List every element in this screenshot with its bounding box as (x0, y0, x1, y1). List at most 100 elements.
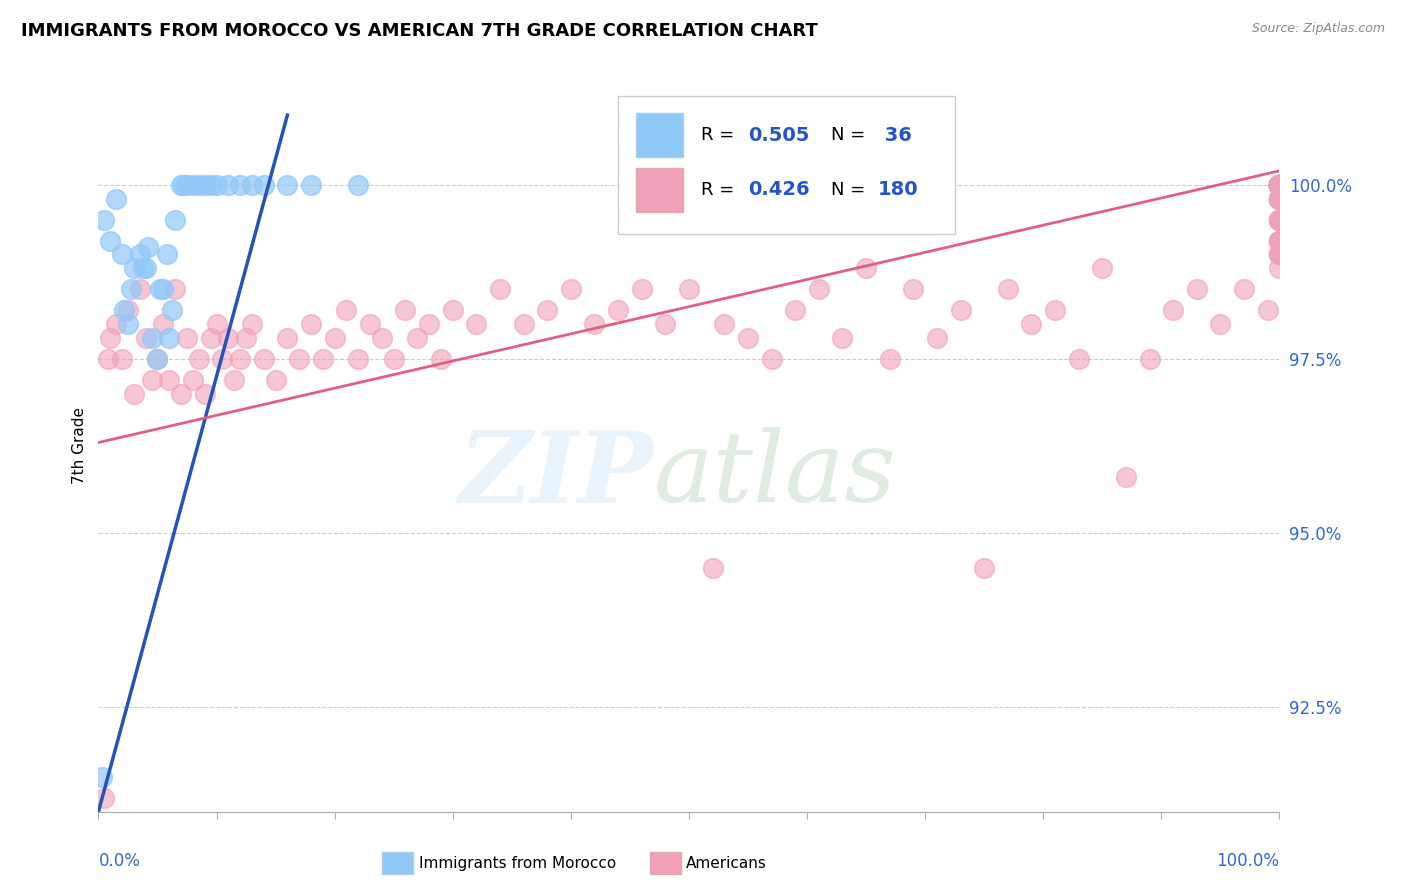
Point (855, 261, 877, 276)
Point (1268, 178, 1291, 192)
Point (1268, 178, 1291, 192)
Point (1268, 178, 1291, 192)
Text: Immigrants from Morocco: Immigrants from Morocco (419, 856, 616, 871)
Point (1268, 178, 1291, 192)
Point (1268, 178, 1291, 192)
Point (1268, 178, 1291, 192)
Text: R =: R = (700, 181, 734, 199)
Point (146, 351, 169, 366)
Point (112, 303, 135, 318)
Point (465, 317, 488, 331)
Point (1268, 178, 1291, 192)
Point (105, 192, 128, 206)
Point (1268, 178, 1291, 192)
Point (172, 178, 194, 192)
Point (240, 178, 263, 192)
Point (997, 282, 1019, 296)
Point (200, 178, 222, 192)
Point (1268, 178, 1291, 192)
Point (111, 351, 134, 366)
Point (229, 351, 252, 366)
Point (1268, 178, 1291, 192)
Point (1043, 303, 1066, 318)
Text: 0.505: 0.505 (748, 126, 810, 145)
Point (831, 331, 853, 345)
Point (1268, 178, 1291, 192)
Text: 100.0%: 100.0% (1216, 852, 1279, 870)
Point (1268, 178, 1291, 192)
Point (1268, 178, 1291, 192)
Point (1268, 247, 1291, 261)
Point (1268, 178, 1291, 192)
Point (211, 351, 233, 366)
Point (382, 351, 405, 366)
Point (1268, 234, 1291, 248)
Point (98, 234, 121, 248)
Point (217, 331, 239, 345)
Point (1268, 192, 1291, 206)
Point (512, 317, 534, 331)
Point (489, 282, 512, 296)
Point (1268, 247, 1291, 261)
Point (560, 282, 582, 296)
Point (165, 282, 187, 296)
Point (1268, 178, 1291, 192)
Point (152, 317, 174, 331)
Point (205, 317, 228, 331)
Point (1268, 178, 1291, 192)
Point (217, 178, 239, 192)
Point (141, 373, 163, 387)
Point (288, 351, 311, 366)
Point (903, 282, 925, 296)
Point (170, 386, 193, 401)
Point (1268, 178, 1291, 192)
Point (200, 331, 222, 345)
Point (1268, 178, 1291, 192)
Point (1268, 234, 1291, 248)
Point (152, 282, 174, 296)
Point (1268, 192, 1291, 206)
Point (1268, 178, 1291, 192)
Point (1268, 234, 1291, 248)
Point (181, 373, 204, 387)
Point (1268, 178, 1291, 192)
Point (1268, 178, 1291, 192)
Point (1268, 178, 1291, 192)
Point (949, 303, 972, 318)
Point (194, 178, 217, 192)
Point (879, 351, 901, 366)
Point (235, 331, 257, 345)
Point (1268, 178, 1291, 192)
Bar (636, 113, 683, 157)
Point (105, 317, 128, 331)
Point (1268, 178, 1291, 192)
Text: Source: ZipAtlas.com: Source: ZipAtlas.com (1251, 22, 1385, 36)
Point (761, 351, 783, 366)
Point (359, 317, 381, 331)
Point (1268, 178, 1291, 192)
Point (224, 373, 246, 387)
Point (264, 373, 287, 387)
Point (1268, 178, 1291, 192)
Point (122, 261, 145, 276)
Point (91, 770, 114, 784)
Point (335, 303, 357, 318)
Point (136, 240, 159, 254)
FancyBboxPatch shape (619, 96, 955, 234)
Point (1161, 303, 1184, 318)
Point (1268, 178, 1291, 192)
Point (93, 212, 115, 227)
Point (702, 561, 724, 575)
Point (276, 178, 298, 192)
Point (128, 282, 150, 296)
Point (165, 212, 187, 227)
Point (240, 317, 263, 331)
Point (181, 178, 204, 192)
Point (1268, 178, 1291, 192)
Point (1091, 261, 1114, 276)
Point (1268, 178, 1291, 192)
Point (807, 282, 830, 296)
Point (1268, 261, 1291, 276)
Point (1257, 303, 1279, 318)
Point (170, 178, 193, 192)
